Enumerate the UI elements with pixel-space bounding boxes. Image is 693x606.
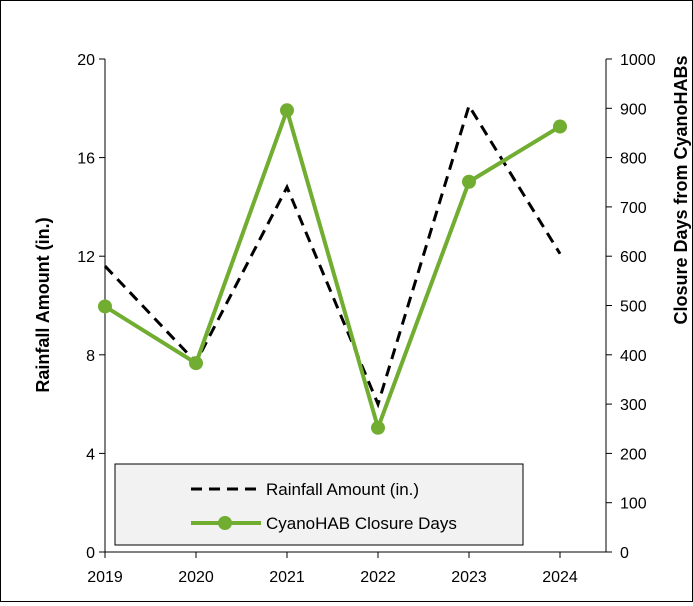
right-tick-label: 0 [620,545,629,562]
left-tick-label: 20 [77,52,95,69]
x-tick-label: 2022 [360,569,396,586]
cyanohab-line [103,103,562,435]
left-tick-label: 16 [77,151,95,168]
cyanohab-point [280,103,294,118]
right-tick-label: 700 [620,200,647,217]
cyanohab-point [371,420,385,435]
left-tick-label: 12 [77,249,95,266]
rainfall-line [103,102,562,409]
right-tick-label: 400 [620,348,647,365]
legend: Rainfall Amount (in.) CyanoHAB Closure D… [114,463,524,546]
right-axis-title: Closure Days from CyanoHABs [671,55,691,324]
x-axis-ticks: 2019 2020 2021 2022 2023 2024 [87,552,578,586]
left-tick-label: 4 [86,446,95,463]
x-tick-label: 2024 [542,569,578,586]
left-y-axis-ticks: 0 4 8 12 16 20 [77,52,105,562]
legend-cyanohab-label: CyanoHAB Closure Days [266,514,457,533]
x-tick-label: 2019 [87,569,123,586]
legend-rainfall-label: Rainfall Amount (in.) [266,480,419,499]
left-tick-label: 0 [86,545,95,562]
legend-box [114,463,524,546]
right-tick-label: 500 [620,299,647,316]
legend-cyanohab-marker [218,516,232,530]
right-tick-label: 100 [620,496,647,513]
cyanohab-point [98,299,112,314]
cyanohab-point [462,174,476,189]
x-tick-label: 2023 [451,569,487,586]
cyanohab-point [553,119,567,134]
series-layer [98,102,567,435]
left-axis-title: Rainfall Amount (in.) [33,217,53,392]
right-tick-label: 900 [620,101,647,118]
right-tick-label: 200 [620,446,647,463]
x-tick-label: 2020 [178,569,214,586]
right-tick-label: 800 [620,151,647,168]
left-tick-label: 8 [86,348,95,365]
cyanohab-point [189,356,203,371]
right-tick-label: 1000 [620,52,656,69]
x-tick-label: 2021 [269,569,305,586]
right-y-axis-ticks: 0 100 200 300 400 500 600 700 800 900 1000 [606,52,656,562]
right-tick-label: 300 [620,397,647,414]
right-tick-label: 600 [620,249,647,266]
